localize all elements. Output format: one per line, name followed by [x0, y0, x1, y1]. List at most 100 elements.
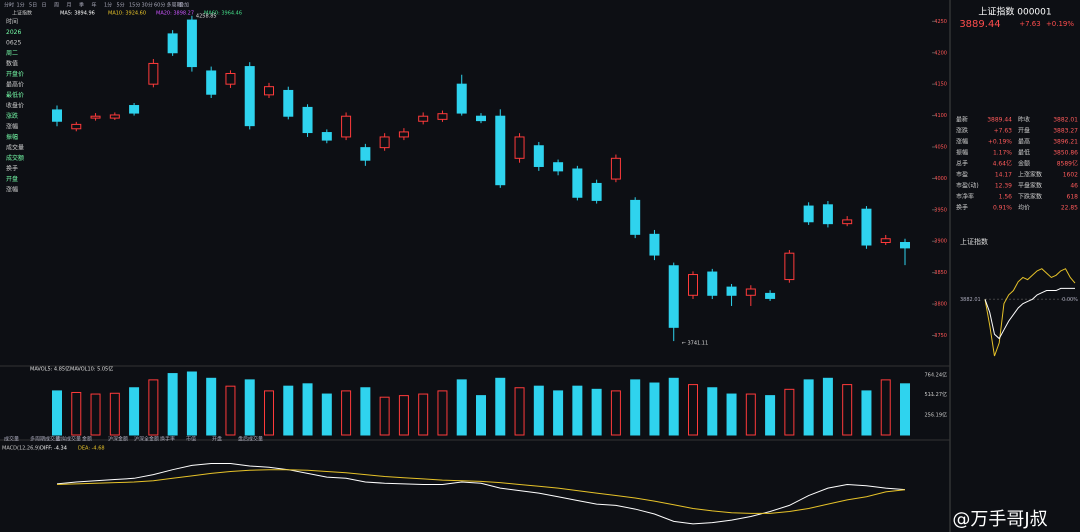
quote-cell: 最低: [1018, 149, 1030, 157]
volume-bar: [360, 387, 371, 436]
info-label: 开盘价: [6, 70, 24, 78]
candle-body: [456, 83, 467, 114]
y-tick-label: 4000: [934, 176, 947, 182]
candle-body: [476, 115, 486, 122]
volume-bar: [553, 390, 564, 436]
quote-cell: 46: [1070, 183, 1078, 190]
quote-cell: 3889.44: [987, 117, 1012, 124]
quote-cell: 12.39: [995, 183, 1012, 190]
toolbar-item: 年: [92, 2, 97, 9]
y-tick-label: 4200: [934, 50, 947, 56]
volume-bar: [418, 393, 429, 436]
bottom-tab: 开盘: [212, 436, 222, 443]
quote-cell: 上涨家数: [1018, 171, 1042, 179]
info-label: 收盘价: [6, 102, 24, 110]
quote-cell: 3882.01: [1053, 117, 1078, 124]
quote-cell: 3896.21: [1053, 139, 1078, 146]
volume-bar: [784, 388, 795, 436]
volume-bar: [765, 395, 776, 436]
quote-cell: 振幅: [956, 149, 968, 157]
candle-body: [495, 115, 506, 186]
quote-cell: 昨收: [1018, 116, 1030, 124]
volume-bar: [302, 383, 313, 436]
candle-body: [553, 162, 564, 172]
volume-bar: [861, 390, 872, 436]
candle-body: [533, 145, 544, 167]
legend: DIFF: -4.34: [40, 446, 67, 452]
toolbar-item: 5分: [117, 2, 125, 9]
candle-body: [803, 205, 814, 223]
candle-body: [109, 114, 120, 119]
candle-body: [842, 219, 853, 225]
quote-cell: 市盈(动): [956, 182, 979, 190]
legend: DEA: -4.68: [78, 446, 105, 452]
volume-bar: [900, 383, 910, 436]
quote-cell: 最高: [1018, 138, 1030, 146]
bottom-tab: 多周期成交量: [30, 436, 60, 443]
toolbar-item: 15分: [129, 2, 140, 9]
volume-bar: [610, 390, 621, 436]
min-label: ← 3741.11: [682, 341, 708, 347]
candle-body: [341, 115, 352, 138]
candle-body: [745, 288, 756, 296]
toolbar-item: 季: [79, 2, 84, 9]
y-tick-label: 511.27亿: [925, 391, 948, 398]
volume-bar: [71, 391, 82, 436]
legend: MAVOL10: 5.05亿: [70, 366, 113, 373]
quote-cell: 1.17%: [993, 150, 1012, 157]
info-label: 最高价: [6, 81, 24, 89]
info-label: 涨幅: [6, 123, 18, 131]
info-label: 涨幅: [6, 186, 18, 194]
quote-cell: 22.85: [1061, 205, 1078, 212]
intraday-avg: [984, 287, 1075, 340]
bottom-tab: 成交量: [4, 436, 19, 443]
quote-cell: 金额: [1018, 160, 1030, 168]
volume-bar: [880, 379, 891, 436]
quote-cell: 3883.27: [1053, 128, 1078, 135]
y-tick-label: 4100: [934, 113, 947, 119]
volume-bar: [90, 393, 101, 436]
info-label: 最低价: [6, 91, 24, 99]
info-label: 振幅: [6, 133, 18, 141]
volume-bar: [341, 390, 352, 436]
side-change: +7.63: [1019, 20, 1040, 28]
info-label: 涨跌: [6, 112, 18, 120]
toolbar-item: 周: [54, 3, 59, 9]
candle-body: [688, 274, 698, 296]
candle-body: [765, 292, 776, 299]
candle-body: [302, 106, 313, 134]
volume-bar: [148, 379, 159, 436]
volume-bar: [630, 379, 641, 436]
candle-body: [591, 182, 602, 201]
bottom-tab: 虚拟成交量: [56, 436, 81, 443]
volume-bar: [591, 388, 602, 436]
toolbar-item: 1分: [17, 2, 25, 9]
quote-cell: 总手: [956, 160, 968, 168]
candle-body: [610, 157, 621, 180]
ref-pct: 0.00%: [1062, 297, 1078, 303]
y-tick-label: 256.19亿: [925, 411, 948, 418]
volume-bar: [283, 385, 294, 436]
candle-body: [186, 19, 197, 68]
info-label: 时间: [6, 18, 18, 26]
quote-cell: 4.64亿: [993, 160, 1012, 168]
candle-body: [90, 115, 101, 119]
y-tick-label: 4050: [934, 145, 947, 151]
quote-cell: 618: [1067, 194, 1079, 201]
quote-cell: 涨幅: [956, 138, 968, 146]
bottom-tab: 沪深金额: [108, 436, 128, 443]
quote-cell: 下跌家数: [1018, 193, 1042, 201]
toolbar-item: 30分: [142, 2, 153, 9]
y-tick-label: 3900: [934, 239, 947, 245]
quote-cell: 3850.86: [1053, 150, 1078, 157]
side-pct: +0.19%: [1046, 20, 1074, 28]
candle-body: [244, 66, 255, 127]
candle-body: [206, 70, 217, 95]
side-price: 3889.44: [959, 19, 1000, 30]
toolbar-item: 60分: [154, 2, 165, 9]
candle-body: [264, 86, 274, 96]
toolbar-item: 5日: [29, 3, 37, 9]
volume-bar: [707, 387, 718, 436]
